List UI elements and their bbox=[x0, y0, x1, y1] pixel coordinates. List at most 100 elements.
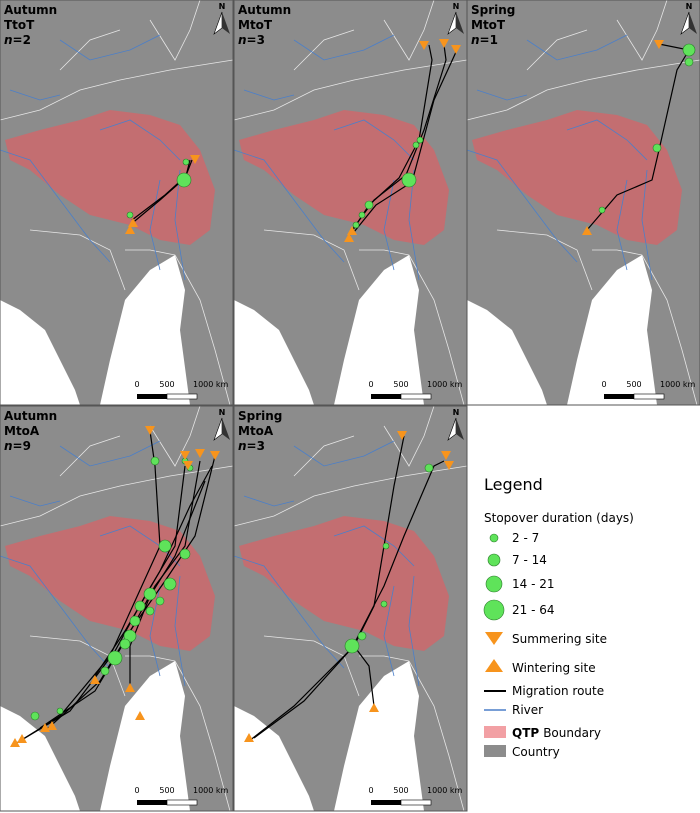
panel-border bbox=[466, 0, 700, 406]
scale-bar bbox=[633, 393, 665, 400]
summering-site bbox=[441, 451, 451, 460]
scale-label: 1000 km bbox=[660, 380, 696, 389]
panel-n: n=1 bbox=[471, 33, 498, 47]
legend-title: Legend bbox=[484, 475, 543, 494]
north-label: N bbox=[686, 2, 693, 11]
qtp bbox=[5, 110, 215, 245]
sea bbox=[0, 706, 80, 811]
river bbox=[566, 119, 648, 161]
sea bbox=[467, 300, 547, 405]
country-border bbox=[293, 435, 355, 477]
river bbox=[243, 495, 295, 507]
north-label: N bbox=[453, 2, 460, 11]
migration-route bbox=[39, 460, 201, 729]
country-border bbox=[125, 249, 176, 256]
river bbox=[9, 89, 61, 101]
summering-site bbox=[654, 40, 664, 49]
scale-label: 0 bbox=[368, 380, 373, 389]
river bbox=[408, 169, 420, 281]
river bbox=[149, 179, 161, 271]
scale-label: 1000 km bbox=[427, 380, 463, 389]
map-panel: 0 500 1000 km N bbox=[466, 0, 700, 406]
map-panel: 0 500 1000 km N bbox=[233, 0, 468, 406]
sea bbox=[567, 255, 657, 405]
stopover bbox=[652, 143, 662, 153]
north-label: N bbox=[219, 408, 226, 417]
qtp-bold: QTP bbox=[512, 726, 539, 740]
country-border bbox=[359, 249, 410, 256]
country-border bbox=[59, 435, 121, 477]
scale-label: 500 bbox=[393, 786, 408, 795]
country-border bbox=[496, 229, 593, 291]
river bbox=[293, 34, 395, 61]
scale-bar bbox=[400, 393, 432, 400]
river bbox=[333, 525, 415, 567]
sea bbox=[100, 255, 190, 405]
map-panel: 0 500 1000 km N bbox=[0, 0, 234, 406]
river bbox=[476, 89, 528, 101]
country-border bbox=[383, 0, 435, 61]
stopover bbox=[382, 542, 390, 550]
scale-bar bbox=[400, 799, 432, 806]
wintering-site bbox=[125, 683, 135, 692]
legend-summering-label: Summering site bbox=[512, 632, 607, 646]
migration-route bbox=[44, 455, 216, 732]
sea bbox=[234, 706, 314, 811]
legend-route-label: Migration route bbox=[512, 684, 604, 698]
stopover bbox=[123, 629, 137, 643]
scale-label: 500 bbox=[159, 786, 174, 795]
river bbox=[174, 575, 186, 687]
country-border bbox=[359, 655, 410, 662]
scale-label: 500 bbox=[393, 380, 408, 389]
sea bbox=[234, 300, 314, 405]
panel-route: MtoA bbox=[238, 424, 274, 438]
country-border bbox=[263, 229, 360, 291]
scale-label: 0 bbox=[134, 380, 139, 389]
country-border bbox=[526, 29, 588, 71]
legend-size: 7 - 14 bbox=[512, 553, 547, 567]
qtp bbox=[239, 516, 449, 651]
legend-stopover bbox=[483, 599, 505, 621]
river bbox=[383, 179, 395, 271]
river bbox=[466, 149, 578, 263]
stopover bbox=[358, 211, 366, 219]
stopover bbox=[176, 172, 192, 188]
qtp bbox=[239, 110, 449, 245]
panel-season: Spring bbox=[471, 3, 516, 17]
wintering-site bbox=[17, 734, 27, 743]
scale-label: 500 bbox=[159, 380, 174, 389]
panel-label: Autumn TtoT n=2 bbox=[4, 3, 57, 48]
panel-border bbox=[0, 405, 234, 812]
river bbox=[616, 179, 628, 271]
scale-label: 500 bbox=[626, 380, 641, 389]
stopover bbox=[352, 221, 360, 229]
panel-n: n=2 bbox=[4, 33, 31, 47]
wintering-site bbox=[135, 711, 145, 720]
stopover bbox=[134, 600, 146, 612]
summering-site bbox=[145, 426, 155, 435]
stopover bbox=[143, 587, 157, 601]
country-border bbox=[125, 655, 176, 662]
panel-season: Spring bbox=[238, 409, 283, 423]
stopover bbox=[107, 650, 123, 666]
summering-site bbox=[444, 461, 454, 470]
migration-route bbox=[131, 159, 191, 221]
wintering-site bbox=[90, 675, 100, 684]
scale-bar bbox=[371, 394, 401, 399]
scale-label: 0 bbox=[134, 786, 139, 795]
country-border bbox=[29, 635, 126, 697]
river bbox=[233, 555, 345, 669]
wintering-site bbox=[128, 218, 138, 227]
scale-bar bbox=[166, 393, 198, 400]
north-arrow bbox=[456, 12, 464, 34]
country-border bbox=[233, 465, 468, 527]
stopover bbox=[158, 539, 172, 553]
legend-stopover bbox=[485, 575, 503, 593]
country-border bbox=[0, 59, 234, 121]
scale-bar bbox=[137, 800, 167, 805]
river bbox=[174, 169, 186, 281]
panel-n: n=9 bbox=[4, 439, 31, 453]
panel-route: MtoT bbox=[238, 18, 273, 32]
